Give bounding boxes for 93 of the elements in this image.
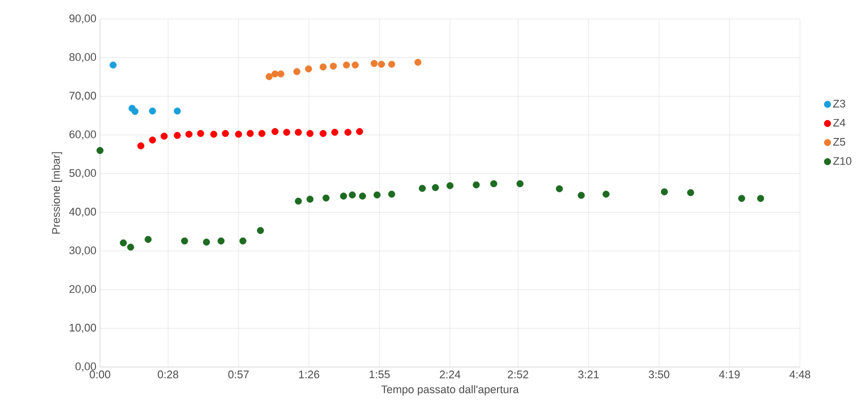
point [235, 130, 242, 138]
y-tick-label: 30,00 [69, 246, 96, 256]
point [306, 130, 314, 137]
y-tick-label: 0,00 [75, 362, 96, 372]
point [144, 236, 152, 243]
point [342, 62, 350, 69]
point [388, 60, 396, 68]
point [149, 108, 156, 115]
point [432, 184, 439, 192]
y-tick-label: 10,00 [70, 324, 96, 333]
x-tick-label: 1:55 [370, 370, 390, 378]
point [356, 128, 364, 136]
point [110, 62, 117, 69]
point [174, 132, 181, 139]
point [246, 130, 254, 137]
point [96, 146, 104, 154]
point [256, 227, 264, 234]
point [602, 190, 610, 198]
point [132, 108, 138, 115]
point [330, 62, 337, 70]
point [283, 128, 290, 136]
point [272, 70, 278, 78]
point [127, 244, 134, 251]
x-tick-label: 0:00 [90, 370, 110, 378]
point [578, 192, 585, 199]
point [516, 180, 524, 188]
point [294, 128, 302, 136]
y-axis-title: Pressione [mbar] [52, 152, 62, 234]
point [446, 182, 454, 190]
point [266, 73, 273, 80]
x-tick-label: 0:57 [228, 370, 249, 378]
y-tick-label: 20,00 [69, 285, 96, 294]
point [306, 196, 314, 203]
x-tick-label: 2:52 [508, 370, 528, 378]
point [294, 198, 302, 205]
point [322, 194, 330, 202]
point [181, 237, 188, 244]
point [378, 60, 385, 68]
point [352, 62, 359, 69]
point [556, 185, 563, 192]
point [660, 188, 668, 196]
point [472, 181, 480, 188]
point [210, 130, 218, 138]
point [374, 191, 381, 198]
point [218, 237, 225, 244]
point [202, 238, 210, 246]
point [258, 130, 266, 137]
legend-label: Z10 [833, 157, 852, 165]
x-tick-label: 2:24 [440, 370, 460, 378]
x-tick-label: 3:50 [648, 370, 670, 378]
point [149, 136, 156, 144]
y-tick-label: 60,00 [70, 130, 96, 140]
point [757, 194, 764, 202]
point [239, 237, 246, 244]
legend-label: Z4 [833, 118, 846, 127]
point [370, 60, 378, 67]
x-tick-label: 4:19 [719, 370, 740, 378]
point [320, 130, 327, 137]
point [331, 128, 338, 136]
y-tick-label: 90,00 [69, 14, 96, 24]
x-tick-label: 4:48 [790, 370, 810, 378]
y-tick-label: 50,00 [69, 169, 96, 178]
point [277, 70, 284, 78]
point [738, 194, 746, 202]
point [293, 68, 300, 76]
point [344, 128, 352, 136]
x-tick-label: 3:21 [578, 370, 599, 378]
point [687, 189, 694, 196]
point [359, 192, 366, 200]
x-tick-label: 1:26 [299, 370, 320, 378]
y-tick-label: 80,00 [69, 53, 96, 62]
point [388, 190, 396, 198]
y-tick-label: 40,00 [69, 208, 96, 217]
point [320, 63, 327, 70]
point [414, 58, 422, 66]
x-axis-title: Tempo passato dall'apertura [381, 385, 519, 396]
point [348, 191, 356, 198]
point [340, 192, 348, 200]
point [160, 132, 168, 140]
point [272, 128, 278, 136]
legend-label: Z3 [833, 100, 846, 108]
point [197, 130, 204, 137]
y-tick-label: 70,00 [70, 92, 96, 101]
point [305, 65, 312, 72]
point [137, 142, 144, 150]
point [185, 130, 192, 138]
point [418, 184, 426, 192]
point [120, 239, 127, 246]
point [174, 108, 181, 115]
legend-label: Z5 [833, 138, 846, 146]
point [490, 180, 498, 188]
x-tick-label: 0:28 [158, 370, 178, 378]
point [222, 130, 229, 137]
